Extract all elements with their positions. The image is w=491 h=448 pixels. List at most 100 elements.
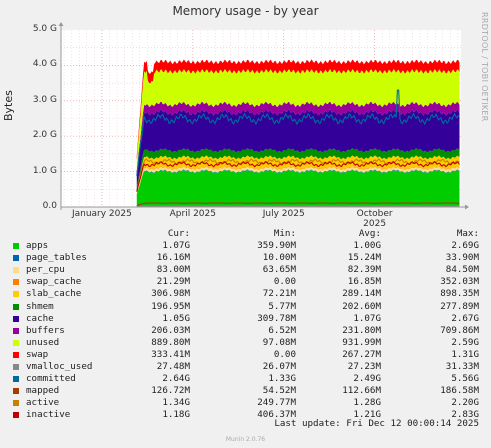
legend-cur: 16.16M [156,252,190,264]
y-tick-label: 2.0 G [32,130,57,141]
legend-name: inactive [26,409,71,421]
legend-swatch [13,364,19,371]
legend-avg: 931.99M [342,336,381,348]
legend-cur: 83.00M [156,264,190,276]
legend-row-unused: unused 889.80M 97.08M 931.99M 2.59G [12,337,482,349]
legend-name: page_tables [26,252,87,264]
legend-avg: 267.27M [342,348,381,360]
legend-swatch [13,291,19,298]
legend-min: 0.00 [273,348,296,360]
legend-avg: 289.14M [342,288,381,300]
legend-row-slab_cache: slab_cache 306.98M 72.21M 289.14M 898.35M [12,288,482,300]
legend-avg: 27.23M [347,361,381,373]
legend-avg: 82.39M [347,264,381,276]
legend-max: 352.03M [440,276,479,288]
legend-swatch [13,267,19,274]
legend-row-committed: committed 2.64G 1.33G 2.49G 5.56G [12,373,482,385]
legend-name: apps [26,240,49,252]
legend-swatch [13,255,19,262]
legend-name: vmalloc_used [26,361,93,373]
legend-max: 2.67G [451,312,479,324]
legend-avg: 2.49G [353,373,381,385]
x-tick-label: July 2025 [262,209,305,219]
legend-swatch [13,388,19,395]
line-active [136,158,460,192]
legend-row-cache: cache 1.05G 309.78M 1.07G 2.67G [12,313,482,325]
col-min-header: Min: [273,228,296,239]
legend-cur: 206.03M [151,324,190,336]
legend-name: slab_cache [26,288,82,300]
legend-row-vmalloc_used: vmalloc_used 27.48M 26.07M 27.23M 31.33M [12,361,482,373]
legend-cur: 21.29M [156,276,190,288]
legend-cur: 2.64G [162,373,190,385]
legend-avg: 231.80M [342,324,381,336]
y-tick-label: 5.0 G [32,24,57,34]
legend-min: 0.00 [273,276,296,288]
area-per-cpu [136,166,460,195]
legend-swatch [13,243,19,250]
legend-row-page_tables: page_tables 16.16M 10.00M 15.24M 33.90M [12,252,482,264]
area-apps [136,169,460,207]
legend: Cur: Min: Avg: Max: apps 1.07G 359.90M 1.00… [12,228,482,422]
legend-row-shmem: shmem 196.95M 5.77M 202.60M 277.89M [12,301,482,313]
last-update: Last update: Fri Dec 12 00:00:14 2025 [274,418,479,429]
legend-cur: 306.98M [151,288,190,300]
legend-name: shmem [26,300,54,312]
legend-name: unused [26,336,60,348]
legend-row-per_cpu: per_cpu 83.00M 63.65M 82.39M 84.50M [12,264,482,276]
legend-max: 31.33M [445,361,479,373]
legend-min: 72.21M [262,288,296,300]
legend-avg: 16.85M [347,276,381,288]
legend-max: 709.86M [440,324,479,336]
x-axis-arrow [465,204,469,210]
rrdtool-watermark: RRDTOOL / TOBI OETIKER [480,12,489,122]
legend-cur: 1.34G [162,397,190,409]
legend-row-apps: apps 1.07G 359.90M 1.00G 2.69G [12,240,482,252]
legend-swatch [13,303,19,310]
legend-row-swap_cache: swap_cache 21.29M 0.00 16.85M 352.03M [12,276,482,288]
legend-swatch [13,315,19,322]
col-cur-header: Cur: [167,228,190,239]
legend-row-mapped: mapped 126.72M 54.52M 112.66M 186.58M [12,385,482,397]
legend-min: 359.90M [257,240,296,252]
legend-max: 1.31G [451,348,479,360]
line-vmalloc-used [136,205,460,208]
legend-min: 63.65M [262,264,296,276]
legend-swatch [13,412,19,419]
legend-row-buffers: buffers 206.03M 6.52M 231.80M 709.86M [12,325,482,337]
legend-cur: 1.05G [162,312,190,324]
area-buffers [136,101,460,174]
legend-max: 2.59G [451,336,479,348]
y-tick-label: 1.0 G [32,165,57,176]
legend-name: buffers [26,324,65,336]
area-swap [136,59,460,160]
plot-area [58,22,469,210]
legend-min: 5.77M [268,300,296,312]
legend-cur: 889.80M [151,336,190,348]
legend-min: 249.77M [257,397,296,409]
area-shmem [136,148,460,190]
legend-avg: 202.60M [342,300,381,312]
legend-swatch [13,279,19,286]
legend-min: 54.52M [262,385,296,397]
col-avg-header: Avg: [358,228,381,239]
legend-cur: 126.72M [151,385,190,397]
line-inactive [136,160,460,192]
x-tick-label: January 2025 [71,209,132,219]
legend-max: 84.50M [445,264,479,276]
legend-min: 406.37M [257,409,296,421]
legend-name: per_cpu [26,264,65,276]
legend-max: 186.58M [440,385,479,397]
legend-avg: 1.21G [353,409,381,421]
legend-avg: 1.00G [353,240,381,252]
legend-name: swap_cache [26,276,82,288]
legend-name: swap [26,348,49,360]
legend-avg: 112.66M [342,385,381,397]
area-unused [136,68,460,171]
x-tick-label: October 2025 [356,209,393,229]
y-tick-label: 4.0 G [32,59,57,70]
line-mapped [136,202,460,207]
legend-cur: 1.18G [162,409,190,421]
legend-max: 5.56G [451,373,479,385]
area-cache [136,109,460,188]
